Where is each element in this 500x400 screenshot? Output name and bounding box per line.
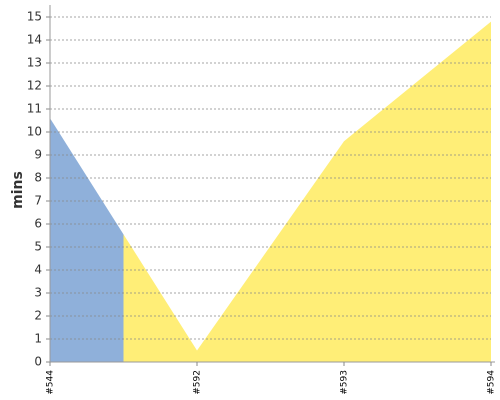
y-tick-label: 8 [34, 171, 42, 185]
y-axis-label: mins [10, 171, 26, 209]
y-tick-label: 2 [34, 309, 42, 323]
y-tick-label: 12 [27, 79, 42, 93]
x-tick-label: #594 [487, 370, 497, 395]
x-tick-label: #593 [340, 370, 350, 395]
area-segment [50, 118, 124, 362]
y-tick-label: 3 [34, 286, 42, 300]
y-tick-label: 6 [34, 217, 42, 231]
area-segment [123, 234, 271, 362]
y-tick-label: 0 [34, 355, 42, 369]
y-tick-label: 4 [34, 263, 42, 277]
y-tick-label: 10 [27, 125, 42, 139]
y-tick-label: 7 [34, 194, 42, 208]
x-tick-label: #592 [193, 370, 203, 395]
area-segment [270, 81, 418, 363]
area-segment [417, 21, 491, 362]
x-tick-label: #544 [46, 370, 56, 395]
y-tick-label: 14 [27, 33, 42, 47]
y-tick-label: 5 [34, 240, 42, 254]
y-tick-label: 11 [27, 102, 42, 116]
y-tick-label: 15 [27, 10, 42, 24]
y-tick-label: 1 [34, 332, 42, 346]
y-tick-label: 13 [27, 56, 42, 70]
y-tick-label: 9 [34, 148, 42, 162]
